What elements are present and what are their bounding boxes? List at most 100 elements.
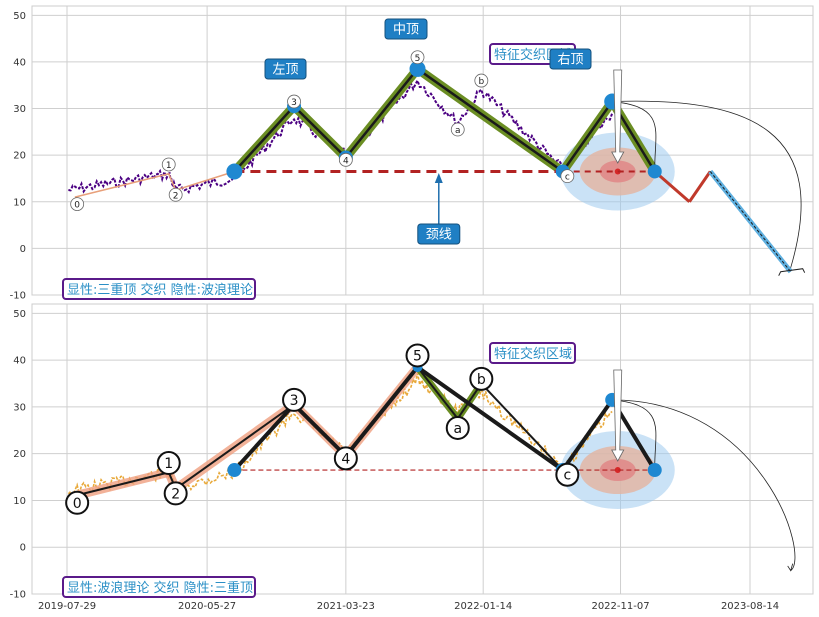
triple-top-line <box>344 365 420 458</box>
top-panel: -1001020304050012345abc左顶中顶颈线特征交织区域右顶显性:… <box>10 5 814 302</box>
y-tick-label: 20 <box>13 151 26 162</box>
y-tick-label: 40 <box>13 57 26 68</box>
wave-line <box>480 382 564 471</box>
projection-leg-dash <box>709 171 792 273</box>
triple-top-line <box>293 105 347 159</box>
wave-label: 0 <box>74 201 80 211</box>
wave-label: 2 <box>173 191 179 201</box>
triple-top-line <box>232 403 296 472</box>
wave-label-circle <box>555 462 580 487</box>
projection-curve-short <box>612 101 657 168</box>
x-tick-label: 2021-03-23 <box>317 601 375 612</box>
pattern-node <box>226 163 243 180</box>
wave-path-thin <box>74 170 235 198</box>
x-tick-label: 2022-11-07 <box>591 601 649 612</box>
left-top-callout-box <box>264 58 307 80</box>
wave-label: a <box>455 126 461 136</box>
triple-top-line <box>561 100 614 173</box>
right-top-callout-box <box>549 48 592 70</box>
y-tick-label: 20 <box>13 449 26 460</box>
wave-line <box>74 471 169 497</box>
wave-label: 1 <box>166 161 172 171</box>
neckline-callout-box <box>417 223 461 245</box>
projection-curve <box>612 399 796 571</box>
wave-label-circle <box>450 122 465 137</box>
wave-label-circle <box>333 446 358 471</box>
plot-area <box>31 5 814 296</box>
x-tick-label: 2019-07-29 <box>38 601 96 612</box>
wave-label-circle <box>474 73 489 88</box>
wave-label: 4 <box>343 156 349 166</box>
middle-top-callout: 中顶 <box>393 23 419 38</box>
wave-label: c <box>563 468 571 484</box>
wave-label-circle <box>168 187 183 202</box>
triple-top-line <box>416 365 564 472</box>
wave-line <box>175 403 295 490</box>
y-tick-label: 30 <box>13 402 26 413</box>
neckline-arrow-head <box>434 173 443 183</box>
x-tick-label: 2022-01-14 <box>454 601 512 612</box>
wave-label: b <box>477 372 486 388</box>
y-tick-label: 10 <box>13 197 26 208</box>
wave-label-circle <box>65 490 90 515</box>
wave-label: 3 <box>290 393 299 409</box>
triple-top-line <box>416 67 564 173</box>
triple-top-line <box>344 68 419 159</box>
wave-label-circle <box>161 157 176 172</box>
wave-label: 4 <box>341 451 350 467</box>
projection-curve-short <box>612 399 657 467</box>
x-tick-label: 2023-08-14 <box>721 601 779 612</box>
y-tick-label: 0 <box>20 543 26 554</box>
y-tick-label: 10 <box>13 496 26 507</box>
y-tick-label: 30 <box>13 104 26 115</box>
wave-label-circle <box>469 366 494 391</box>
legend-box <box>62 576 256 598</box>
wave-label: 5 <box>415 54 421 64</box>
wave-label: 2 <box>171 486 180 502</box>
wave-label-circle <box>560 169 575 184</box>
wave-label-circle <box>410 50 425 65</box>
y-tick-label: 0 <box>20 244 26 255</box>
wave-label-circle <box>338 152 353 167</box>
wave-label: 3 <box>291 98 297 108</box>
wave-label: 0 <box>73 496 82 512</box>
pattern-node <box>409 60 426 77</box>
wave-label-circle <box>445 415 470 440</box>
left-top-callout: 左顶 <box>272 63 298 78</box>
projection-leg <box>688 170 712 203</box>
triple-top-line <box>233 105 295 173</box>
y-tick-label: 50 <box>13 309 26 320</box>
wave-label-circle <box>70 197 85 212</box>
legend-label: 显性:波浪理论 交织 隐性:三重顶 <box>67 580 253 596</box>
wave-label-circle <box>282 387 307 412</box>
wave-line <box>416 366 459 420</box>
x-tick-label: 2020-05-27 <box>178 601 236 612</box>
triple-top-line <box>292 403 348 458</box>
wave-label: 1 <box>164 456 173 472</box>
wave-label: a <box>453 421 462 437</box>
y-tick-label: 50 <box>13 11 26 22</box>
wave-label: c <box>565 173 570 183</box>
pattern-node <box>227 463 242 478</box>
projection-leg <box>653 170 691 203</box>
wave-label-circle <box>287 94 301 109</box>
neckline-callout: 颈线 <box>426 228 452 243</box>
middle-top-callout-box <box>384 18 428 40</box>
y-tick-label: -10 <box>10 590 26 601</box>
pattern-node <box>647 164 662 179</box>
wave-label-circle <box>405 343 430 368</box>
wave-label: b <box>478 77 484 87</box>
legend-box <box>62 278 256 300</box>
wave-label-circle <box>156 451 181 476</box>
y-tick-label: -10 <box>10 291 26 302</box>
wave-label-circle <box>163 481 188 506</box>
feature-zone-box <box>489 342 576 364</box>
target-bracket <box>778 268 806 276</box>
right-top-callout: 右顶 <box>557 53 583 68</box>
y-tick-label: 40 <box>13 356 26 367</box>
triple-top-line <box>561 398 614 472</box>
projection-arrowhead <box>787 563 794 572</box>
legend-label: 显性:三重顶 交织 隐性:波浪理论 <box>67 282 253 298</box>
